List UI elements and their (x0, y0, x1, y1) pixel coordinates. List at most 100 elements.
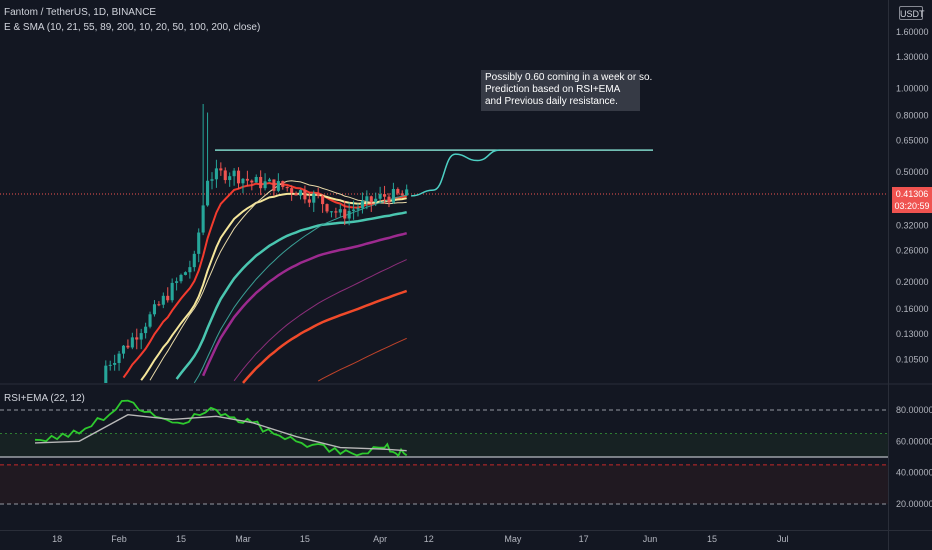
candle-body (166, 295, 170, 301)
price-tick-label: 0.80000 (896, 110, 929, 120)
candle-body (152, 304, 157, 315)
time-tick-label: May (504, 534, 522, 544)
candle-body (298, 190, 303, 196)
candle-body (192, 253, 196, 268)
annotation-box[interactable]: Possibly 0.60 coming in a week or so. Pr… (481, 70, 652, 111)
candle-body (356, 208, 360, 210)
price-tick-label: 0.10500 (896, 355, 929, 365)
rsi-tick-label: 60.00000 (896, 436, 932, 446)
candle-body (383, 194, 387, 197)
time-tick-label: 17 (579, 534, 589, 544)
candle-body (104, 365, 108, 383)
candle-body (245, 178, 249, 181)
candle-body (197, 232, 201, 254)
candle-body (281, 181, 285, 187)
candle-body (294, 192, 298, 196)
candle-body (316, 193, 320, 196)
currency-badge[interactable]: USDT (899, 6, 925, 20)
candle-body (276, 181, 280, 191)
candle-body (321, 195, 325, 205)
candle-body (312, 193, 316, 203)
candle-body (267, 179, 272, 182)
candle-body (117, 353, 121, 363)
candle-body (347, 210, 351, 219)
candle-body (365, 196, 369, 201)
time-tick-label: 18 (52, 534, 62, 544)
symbol-legend[interactable]: Fantom / TetherUS, 1D, BINANCE (4, 7, 157, 18)
candle-body (157, 304, 161, 306)
time-tick-label: Jul (777, 534, 789, 544)
candle-body (338, 209, 342, 213)
candle-body (259, 176, 263, 189)
candle-body (108, 364, 112, 366)
annotation-line-3: and Previous daily resistance. (485, 96, 618, 107)
candle-body (214, 168, 218, 180)
price-tick-label: 0.50000 (896, 167, 929, 177)
time-tick-label: Apr (373, 534, 387, 544)
candle-body (343, 209, 347, 219)
candle-body (144, 326, 148, 334)
candle-body (188, 267, 192, 273)
candle-body (400, 193, 404, 196)
projection-line (411, 149, 500, 197)
time-tick-label: Mar (235, 534, 251, 544)
candle-body (387, 196, 391, 203)
rsi-panel: 80.00000 60.00000 40.00000 20.00000 (0, 399, 932, 509)
candle-body (405, 189, 409, 196)
candle-body (161, 295, 165, 305)
moving-average-line (242, 289, 408, 384)
candle-body (130, 337, 134, 348)
last-price-value: 0.41306 (895, 189, 929, 199)
moving-average-line (317, 337, 407, 382)
candle-body (272, 179, 276, 191)
projection-path (411, 149, 500, 197)
time-tick-label: 15 (300, 534, 310, 544)
rsi-tick-label: 80.00000 (896, 405, 932, 415)
candle-body (378, 194, 382, 199)
price-tick-label: 1.30000 (896, 52, 929, 62)
rsi-tick-label: 40.00000 (896, 468, 932, 478)
price-tick-label: 0.32000 (896, 221, 929, 231)
price-tick-label: 0.20000 (896, 277, 929, 287)
rsi-lower-zone (0, 464, 888, 504)
candle-body (126, 345, 130, 348)
candle-body (170, 282, 174, 301)
candle-body (135, 337, 139, 340)
candle-body (352, 209, 356, 211)
candle-body (360, 200, 364, 209)
time-tick-label: 15 (707, 534, 717, 544)
last-price-countdown: 03:20:59 (894, 201, 930, 211)
candle-body (369, 196, 373, 203)
price-tick-label: 0.13000 (896, 329, 929, 339)
price-tick-label: 1.60000 (896, 27, 929, 37)
candle-body (148, 314, 152, 327)
time-tick-label: 15 (176, 534, 186, 544)
time-tick-label: Feb (111, 534, 127, 544)
candle-body (329, 211, 334, 213)
candle-body (236, 170, 241, 184)
candle-body (325, 204, 329, 212)
candle-body (113, 362, 117, 365)
price-tick-label: 0.65000 (896, 135, 929, 145)
candle-body (307, 199, 311, 203)
candle-body (250, 180, 254, 183)
candle-body (223, 170, 227, 181)
indicator-legend[interactable]: E & SMA (10, 21, 55, 89, 200, 10, 20, 50… (4, 22, 261, 33)
candle-body (391, 188, 395, 203)
candle-body (396, 188, 400, 194)
rsi-legend[interactable]: RSI+EMA (22, 12) (4, 393, 85, 404)
candle-body (290, 188, 294, 193)
candle-body (374, 198, 378, 203)
moving-average-line (201, 231, 408, 377)
candles (104, 104, 409, 383)
candle-body (228, 176, 232, 181)
time-tick-label: 12 (424, 534, 434, 544)
axes: 1.60000 1.30000 1.00000 0.80000 0.65000 0.500… (52, 27, 928, 544)
last-price-label: 0.41306 03:20:59 (892, 187, 932, 213)
candle-body (139, 333, 143, 340)
candle-body (219, 168, 223, 171)
candle-body (201, 205, 205, 233)
rsi-upper-zone (0, 433, 888, 457)
candle-body (285, 186, 289, 189)
